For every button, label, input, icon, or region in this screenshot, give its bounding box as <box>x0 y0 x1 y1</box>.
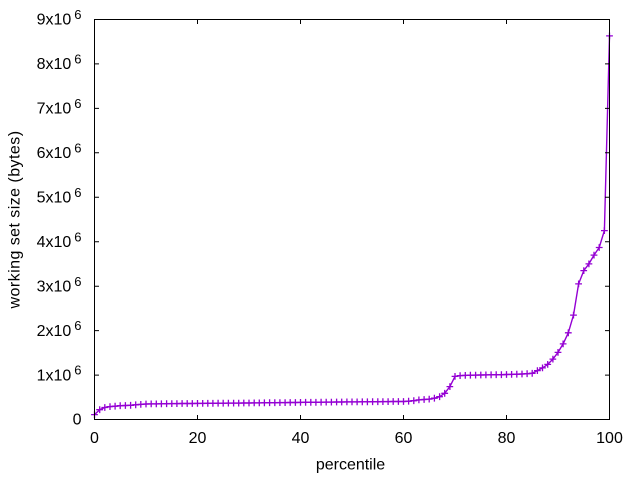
svg-text:working set size (bytes): working set size (bytes) <box>7 131 24 310</box>
svg-text:20: 20 <box>189 430 207 447</box>
svg-text:100: 100 <box>596 430 623 447</box>
svg-text:0: 0 <box>90 430 99 447</box>
svg-text:40: 40 <box>292 430 310 447</box>
svg-text:80: 80 <box>498 430 516 447</box>
svg-text:60: 60 <box>395 430 413 447</box>
svg-text:percentile: percentile <box>316 457 385 474</box>
svg-text:0: 0 <box>73 412 82 429</box>
